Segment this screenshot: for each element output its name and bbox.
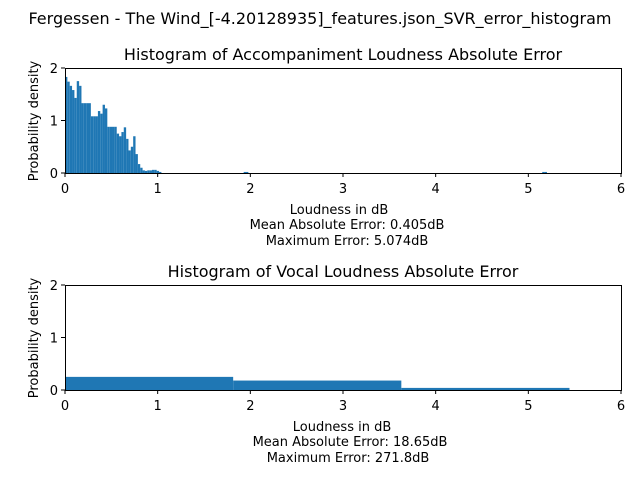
histogram-bar: [154, 169, 157, 173]
histogram-bar: [109, 126, 113, 173]
x-tick-label: 0: [61, 182, 69, 197]
x-axis-label: Loudness in dB: [293, 420, 392, 435]
x-tick-label: 6: [617, 182, 625, 197]
y-axis-label: Probability density: [27, 60, 42, 181]
histogram-bar: [149, 170, 152, 173]
histogram-bar: [147, 170, 150, 173]
x-tick-label: 4: [432, 399, 440, 414]
histogram-bar: [119, 136, 122, 173]
x-tick-label: 2: [246, 399, 254, 414]
y-tick-label: 1: [50, 115, 58, 130]
histogram-bar: [100, 113, 103, 173]
histogram-bar: [67, 81, 70, 173]
histogram-bar: [112, 126, 115, 173]
histogram-bar: [544, 171, 547, 173]
histogram-bar: [243, 171, 247, 173]
histogram-bar: [151, 169, 155, 173]
mean-error-label: Mean Absolute Error: 18.65dB: [253, 435, 448, 450]
mean-error-label: Mean Absolute Error: 0.405dB: [250, 218, 445, 233]
histogram-bar: [90, 116, 94, 173]
histogram-bar: [74, 97, 77, 173]
histogram-bar: [102, 104, 105, 173]
histogram-bar: [140, 167, 143, 173]
plot-frame: [65, 285, 622, 391]
histogram-bar: [81, 103, 84, 173]
x-axis-ticks: 0 1 2 3 4 5 6: [61, 390, 625, 414]
x-tick-label: 5: [524, 182, 532, 197]
histogram-bar: [107, 126, 110, 173]
histogram-bar: [133, 136, 136, 173]
histogram-bar: [65, 376, 234, 390]
x-tick-label: 6: [617, 399, 625, 414]
histogram-bar: [79, 85, 82, 173]
histogram-bar: [233, 380, 402, 390]
histogram-bar: [121, 132, 124, 173]
histogram-bar: [123, 127, 127, 173]
x-tick-label: 3: [339, 399, 347, 414]
histogram-bar: [159, 171, 162, 173]
histogram-bar: [126, 138, 129, 173]
histogram-bar: [88, 103, 91, 173]
y-tick-label: 2: [50, 62, 58, 77]
histogram-bars: [65, 76, 547, 173]
histogram-bar: [114, 126, 117, 173]
histogram-bar: [65, 76, 68, 173]
histogram-bar: [142, 170, 145, 173]
max-error-label: Maximum Error: 271.8dB: [267, 451, 430, 466]
histogram-bar: [72, 90, 75, 173]
x-tick-label: 3: [339, 182, 347, 197]
x-axis-ticks: 0 1 2 3 4 5 6: [61, 173, 625, 197]
y-tick-label: 2: [50, 279, 58, 294]
histogram-bar: [93, 116, 96, 173]
accompaniment-chart: Histogram of Accompaniment Loudness Abso…: [27, 45, 625, 249]
histogram-bar: [128, 150, 131, 173]
histogram-bar: [104, 108, 108, 173]
histogram-bar: [542, 171, 545, 173]
histogram-bar: [156, 170, 160, 173]
histogram-bar: [137, 164, 141, 173]
x-tick-label: 4: [432, 182, 440, 197]
y-axis-label: Probability density: [27, 277, 42, 398]
histogram-bar: [144, 170, 148, 173]
y-tick-label: 0: [50, 384, 58, 399]
vocal-chart: Histogram of Vocal Loudness Absolute Err…: [27, 262, 625, 466]
histogram-bar: [246, 171, 249, 173]
histogram-bar: [116, 133, 120, 173]
histogram-bars: [65, 376, 570, 390]
histogram-bar: [130, 146, 134, 173]
chart-title: Histogram of Vocal Loudness Absolute Err…: [168, 262, 519, 281]
y-axis-ticks: 0 1 2: [50, 279, 65, 399]
y-tick-label: 1: [50, 332, 58, 347]
histogram-bar: [76, 81, 80, 173]
y-axis-ticks: 0 1 2: [50, 62, 65, 182]
histogram-bar: [69, 85, 73, 173]
histogram-bar: [97, 111, 101, 173]
histogram-bar: [135, 154, 138, 173]
x-tick-label: 1: [154, 182, 162, 197]
chart-title: Histogram of Accompaniment Loudness Abso…: [124, 45, 563, 64]
max-error-label: Maximum Error: 5.074dB: [266, 234, 429, 249]
x-tick-label: 2: [246, 182, 254, 197]
histogram-bar: [401, 387, 570, 390]
plot-frame: [65, 68, 622, 174]
y-tick-label: 0: [50, 167, 58, 182]
x-tick-label: 5: [524, 399, 532, 414]
histogram-bar: [86, 103, 89, 173]
histogram-bar: [83, 103, 87, 173]
x-tick-label: 0: [61, 399, 69, 414]
x-axis-label: Loudness in dB: [290, 203, 389, 218]
figure-suptitle: Fergessen - The Wind_[-4.20128935]_featu…: [28, 9, 611, 29]
histogram-bar: [95, 116, 98, 173]
x-tick-label: 1: [154, 399, 162, 414]
